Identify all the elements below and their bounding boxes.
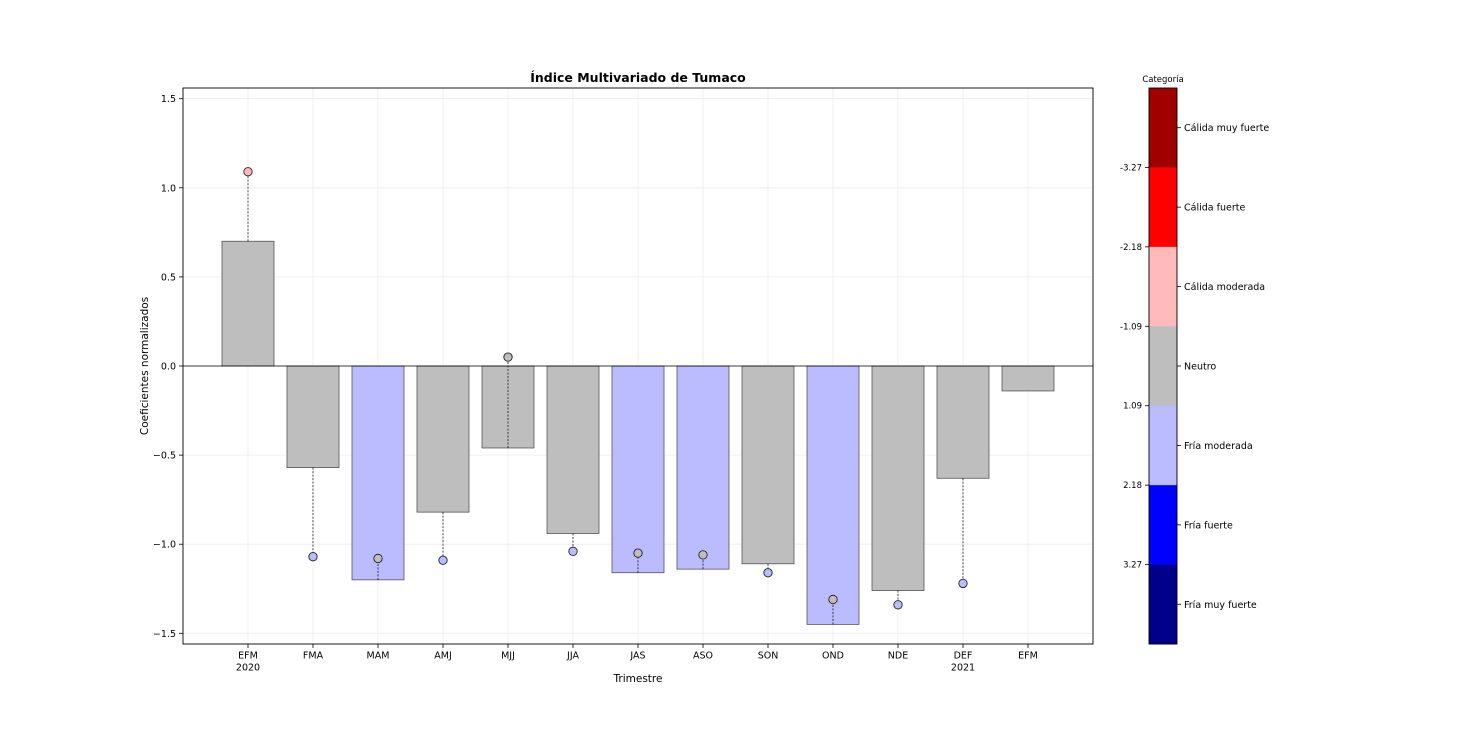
y-tick-label: 0.0 xyxy=(161,362,176,373)
points-layer xyxy=(243,167,968,610)
bar-son-8 xyxy=(741,365,795,565)
x-tick-label: MJJ xyxy=(501,651,515,662)
colorbar-segment xyxy=(1149,326,1177,407)
colorbar-boundary-label: -1.09 xyxy=(1120,322,1142,332)
x-tick-label: EFM xyxy=(238,651,258,662)
point-aso-7 xyxy=(698,550,708,560)
bar-mam-2 xyxy=(351,365,405,581)
y-axis-label: Coeficientes normalizados xyxy=(139,297,151,435)
bar-jja-5 xyxy=(546,365,600,534)
x-tick-label: SON xyxy=(758,651,779,662)
colorbar-boundary-label: 1.09 xyxy=(1123,402,1142,412)
bar-ond-9 xyxy=(806,365,860,625)
x-tick-label: MAM xyxy=(367,651,390,662)
point-def-11 xyxy=(958,578,968,589)
colorbar-category-label: Fría fuerte xyxy=(1184,520,1233,531)
point-amj-3 xyxy=(438,555,448,565)
colorbar-segment xyxy=(1149,405,1177,486)
colorbar-segment xyxy=(1149,167,1177,248)
x-axis-label: Trimestre xyxy=(613,673,663,685)
colorbar-segment xyxy=(1149,485,1177,565)
point-ond-9 xyxy=(828,594,838,605)
colorbar-boundary-label: 2.18 xyxy=(1123,481,1142,491)
colorbar-segment xyxy=(1149,88,1177,168)
y-tick-label: 0.5 xyxy=(161,272,176,283)
colorbar-category-label: Cálida muy fuerte xyxy=(1184,123,1269,134)
x-year-label: 2020 xyxy=(236,663,260,674)
bar-jas-6 xyxy=(611,365,665,574)
bar-fma-1 xyxy=(286,365,340,468)
x-tick-label: OND xyxy=(822,651,844,662)
point-son-8 xyxy=(763,568,773,578)
y-tick-label: 1.0 xyxy=(161,183,176,194)
colorbar-category-label: Cálida moderada xyxy=(1184,282,1265,293)
colorbar-boundary-label: 3.27 xyxy=(1123,561,1142,571)
bar-mjj-4 xyxy=(481,365,535,449)
x-tick-label: NDE xyxy=(888,651,908,662)
point-fma-1 xyxy=(308,552,318,562)
x-tick-label: ASO xyxy=(693,651,713,662)
x-tick-label: AMJ xyxy=(434,651,452,662)
x-tick-label: DEF xyxy=(954,651,973,662)
colorbar-segment xyxy=(1149,564,1177,645)
x-tick-label: EFM xyxy=(1018,651,1038,662)
colorbar-title: Categoría xyxy=(1142,75,1183,85)
x-tick-label: FMA xyxy=(303,651,324,662)
y-tick-label: 1.5 xyxy=(161,94,176,105)
colorbar-segment xyxy=(1149,246,1177,327)
x-tick-label: JAS xyxy=(629,651,645,662)
colorbar-category-label: Cálida fuerte xyxy=(1184,203,1245,214)
point-nde-10 xyxy=(893,600,903,610)
point-mjj-4 xyxy=(503,352,513,362)
y-tick-label: −1.5 xyxy=(153,629,176,640)
point-jja-5 xyxy=(568,546,578,556)
colorbar-boundary-label: -3.27 xyxy=(1120,163,1142,173)
y-tick-label: −0.5 xyxy=(153,451,176,462)
colorbar-category-label: Neutro xyxy=(1184,362,1216,373)
point-jas-6 xyxy=(633,548,643,558)
x-tick-label: JJA xyxy=(566,651,579,662)
point-mam-2 xyxy=(373,553,383,564)
colorbar-boundary-label: -2.18 xyxy=(1120,243,1142,253)
bar-efm-0 xyxy=(221,240,275,367)
bar-nde-10 xyxy=(871,365,925,591)
bar-def-11 xyxy=(936,365,990,479)
bar-aso-7 xyxy=(676,365,730,570)
colorbar-category-label: Fría muy fuerte xyxy=(1184,600,1257,611)
chart-title: Índice Multivariado de Tumaco xyxy=(530,70,746,85)
y-tick-label: −1.0 xyxy=(153,540,176,551)
bar-efm-12 xyxy=(1001,365,1055,392)
x-year-label: 2021 xyxy=(951,663,975,674)
colorbar-frame xyxy=(1148,87,1178,645)
colorbar-category-label: Fría moderada xyxy=(1184,441,1253,452)
bar-amj-3 xyxy=(416,365,470,513)
bars-layer xyxy=(221,240,1055,625)
colorbar: Cálida muy fuerte Cálida fuerte Cálida mod… xyxy=(1120,87,1269,645)
point-efm-0 xyxy=(243,167,253,177)
